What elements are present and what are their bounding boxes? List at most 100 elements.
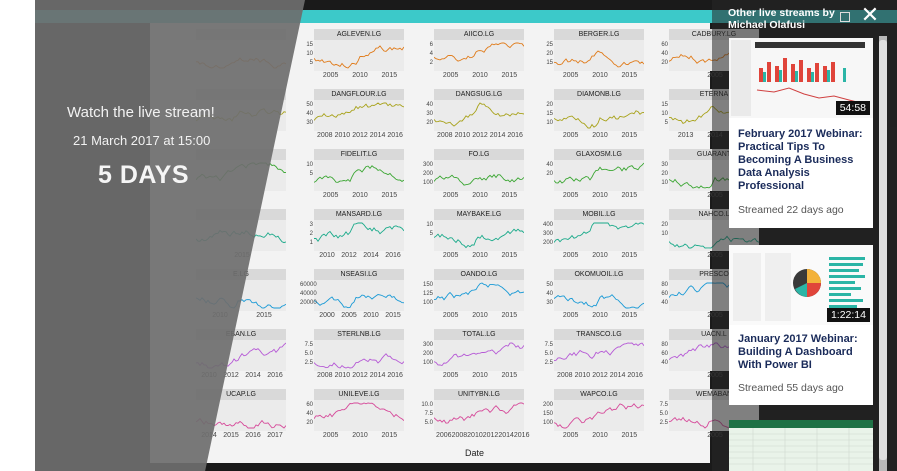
y-tick-label: 200 <box>422 171 433 177</box>
y-tick-labels: 10.0 7.5 5.0 <box>420 401 433 428</box>
y-tick-label: 300 <box>542 231 553 237</box>
y-tick-labels: 150 125 100 <box>420 281 433 308</box>
facet-plot <box>434 42 524 62</box>
x-tick-label: 2016 <box>627 372 643 379</box>
stream-card[interactable]: 54:58 February 2017 Webinar: Practical T… <box>729 38 873 228</box>
facet-panel: FIDELIT.LG 10 5 2005 2010 2015 <box>300 149 404 203</box>
x-tick-label: 2008 <box>451 432 468 439</box>
y-tick-label: 80 <box>661 282 668 288</box>
stream-title[interactable]: February 2017 Webinar: Practical Tips To… <box>738 128 863 192</box>
x-tick-label: 2015 <box>621 132 638 139</box>
y-tick-label: 15 <box>546 111 553 117</box>
series-line <box>554 50 644 68</box>
stream-title[interactable]: January 2017 Webinar: Building A Dashboa… <box>738 333 858 371</box>
y-tick-label: 200 <box>542 402 553 408</box>
y-tick-label: 1 <box>309 240 313 246</box>
x-tick-label: 2015 <box>381 432 398 439</box>
x-tick-label: 2012 <box>592 372 608 379</box>
x-tick-labels: 2005 2010 2015 <box>556 312 644 319</box>
stream-thumbnail[interactable]: 1:22:14 <box>729 245 873 325</box>
x-tick-label: 2016 <box>387 372 403 379</box>
y-tick-labels: 10 5 <box>420 221 433 239</box>
y-tick-label: 40 <box>306 111 313 117</box>
y-tick-labels: 60 40 20 <box>655 41 668 68</box>
series-line <box>434 342 524 367</box>
stream-meta: Streamed 55 days ago <box>738 382 844 394</box>
x-tick-label: 2015 <box>501 72 518 79</box>
y-tick-label: 2.5 <box>659 420 668 426</box>
series-line <box>434 102 524 127</box>
y-tick-label: 20 <box>661 222 668 228</box>
facet-panel: DIAMONB.LG 20 15 10 2005 2010 2015 <box>540 89 644 143</box>
plot-area <box>554 340 644 371</box>
x-tick-label: 2016 <box>385 252 401 259</box>
x-tick-label: 2010 <box>592 312 608 319</box>
facet-plot <box>554 294 644 309</box>
facet-plot <box>314 102 404 121</box>
x-tick-labels: 2008 2010 2012 2014 2016 <box>556 372 644 379</box>
x-tick-label: 2015 <box>385 312 401 319</box>
x-tick-labels: 2005 2010 2015 <box>556 252 644 259</box>
x-tick-label: 2015 <box>621 72 638 79</box>
facet-strip-label: NSEASI.LG <box>314 269 404 280</box>
watch-live-text: Watch the live stream! <box>67 104 215 121</box>
y-tick-label: 30 <box>426 111 433 117</box>
y-tick-labels: 20 10 <box>655 221 668 239</box>
facet-panel: OANDO.LG 150 125 100 2005 2010 2015 <box>420 269 524 323</box>
y-tick-labels: 10 5 <box>300 161 313 179</box>
plot-area <box>554 160 644 191</box>
stream-card[interactable]: 1:22:14 January 2017 Webinar: Building A… <box>729 245 873 405</box>
x-tick-labels: 2005 2010 2015 <box>436 72 524 79</box>
y-tick-label: 100 <box>422 360 433 366</box>
facet-plot <box>434 402 524 424</box>
x-tick-labels: 2005 2010 2015 <box>556 132 644 139</box>
x-tick-label: 2005 <box>562 72 579 79</box>
facet-plot <box>434 228 524 249</box>
facet-plot <box>554 162 644 184</box>
series-line <box>554 222 644 243</box>
thumbnail-spreadsheet <box>729 420 873 471</box>
y-tick-label: 2.5 <box>544 360 553 366</box>
x-tick-label: 2008 <box>317 372 333 379</box>
x-tick-label: 2008 <box>557 372 573 379</box>
x-tick-label: 2012 <box>482 432 499 439</box>
x-tick-labels: 2005 2010 2015 <box>556 72 644 79</box>
facet-panel: DANGFLOUR.LG 50 40 30 2008 2010 2012 2014 2016 <box>300 89 404 143</box>
facet-plot <box>434 282 524 301</box>
plot-area <box>434 280 524 311</box>
x-tick-label: 2016 <box>507 132 523 139</box>
close-icon[interactable]: ✕ <box>860 2 880 27</box>
x-tick-label: 2015 <box>501 192 518 199</box>
x-tick-label: 2010 <box>454 132 471 139</box>
x-tick-label: 2005 <box>562 192 579 199</box>
stream-thumbnail[interactable]: 54:58 <box>729 38 873 118</box>
facet-strip-label: TRANSCO.LG <box>554 329 644 340</box>
y-tick-label: 400 <box>542 222 553 228</box>
thumbnail-dashboard <box>729 245 873 325</box>
y-tick-labels: 80 60 40 <box>655 341 668 368</box>
x-tick-label: 2010 <box>472 372 488 379</box>
y-tick-label: 150 <box>422 282 433 288</box>
facet-panel: AIICO.LG 6 4 2 2005 2010 2015 <box>420 29 524 83</box>
plot-area <box>434 340 524 371</box>
y-tick-label: 40 <box>546 162 553 168</box>
y-tick-labels: 200 150 100 <box>540 401 553 428</box>
y-tick-label: 7.5 <box>544 342 553 348</box>
y-tick-labels: 15 10 5 <box>655 101 668 128</box>
facet-strip-label: MAYBAKE.LG <box>434 209 524 220</box>
x-tick-label: 2016 <box>513 432 530 439</box>
stream-card-partial[interactable] <box>729 420 873 471</box>
x-tick-label: 2015 <box>621 252 638 259</box>
x-tick-label: 2010 <box>363 312 379 319</box>
scrollbar-thumb[interactable] <box>879 40 887 460</box>
facet-plot <box>554 403 644 429</box>
facet-panel: DANGSUG.LG 40 30 20 2008 2010 2012 2014 2016 <box>420 89 524 143</box>
series-line <box>314 165 404 183</box>
y-tick-label: 100 <box>422 300 433 306</box>
y-tick-label: 5.0 <box>424 420 433 426</box>
x-tick-label: 2005 <box>341 312 357 319</box>
series-line <box>314 45 404 69</box>
facet-plot <box>554 222 644 243</box>
x-tick-labels: 2005 2010 2015 <box>436 312 524 319</box>
